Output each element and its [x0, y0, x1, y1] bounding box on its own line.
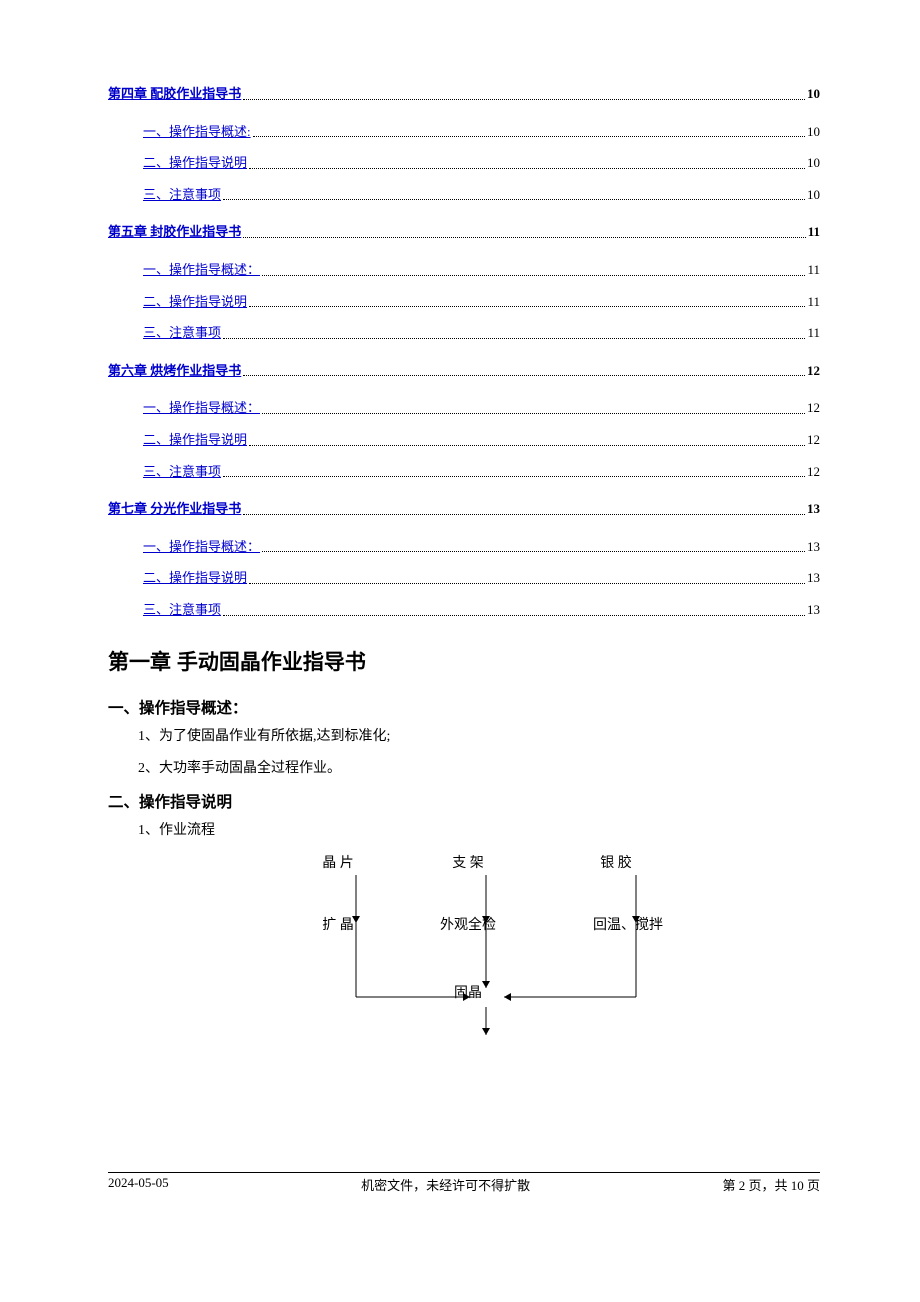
- toc-item-link[interactable]: 三、注意事项: [143, 602, 221, 618]
- toc-dots: [262, 551, 805, 552]
- toc-item-page: 11: [807, 262, 820, 278]
- toc-chapter-page: 11: [808, 224, 820, 240]
- toc-item-link[interactable]: 一、操作指导概述：: [143, 262, 260, 278]
- toc-item-page: 11: [807, 325, 820, 341]
- footer-date: 2024-05-05: [108, 1175, 169, 1194]
- footer-confidential: 机密文件，未经许可不得扩散: [361, 1175, 530, 1194]
- toc-item-link[interactable]: 二、操作指导说明: [143, 570, 247, 586]
- chapter-1-title: 第一章 手动固晶作业指导书: [108, 646, 820, 676]
- toc-item-page: 10: [807, 124, 820, 140]
- svg-text:固晶: 固晶: [454, 986, 482, 1001]
- toc-dots: [223, 338, 805, 339]
- section-2-paragraph-1: 1、作业流程: [108, 820, 820, 842]
- toc-chapter-row: 第六章 烘烤作业指导书 12: [108, 363, 820, 379]
- toc-item-link[interactable]: 一、操作指导概述：: [143, 400, 260, 416]
- toc-item-link[interactable]: 三、注意事项: [143, 464, 221, 480]
- toc-item-page: 11: [807, 294, 820, 310]
- toc-dots: [249, 583, 805, 584]
- toc-sub-items: 一、操作指导概述： 11 二、操作指导说明 11 三、注意事项 11: [108, 240, 820, 341]
- toc-item-row: 二、操作指导说明 11: [143, 294, 820, 310]
- footer-page-number: 第 2 页，共 10 页: [722, 1175, 820, 1194]
- toc-chapter-4: 第四章 配胶作业指导书 10 一、操作指导概述: 10 二、操作指导说明 10 …: [108, 86, 820, 202]
- toc-item-page: 12: [807, 464, 820, 480]
- toc-chapter-page: 13: [807, 501, 820, 517]
- toc-chapter-6: 第六章 烘烤作业指导书 12 一、操作指导概述： 12 二、操作指导说明 12 …: [108, 363, 820, 479]
- svg-text:银 胶: 银 胶: [600, 854, 632, 871]
- toc-item-link[interactable]: 二、操作指导说明: [143, 294, 247, 310]
- toc-dots: [223, 615, 805, 616]
- toc-item-row: 三、注意事项 11: [143, 325, 820, 341]
- section-1-title: 一、操作指导概述：: [108, 696, 820, 718]
- toc-item-link[interactable]: 三、注意事项: [143, 187, 221, 203]
- page-footer: 2024-05-05 机密文件，未经许可不得扩散 第 2 页，共 10 页: [108, 1172, 820, 1194]
- toc-sub-items: 一、操作指导概述: 10 二、操作指导说明 10 三、注意事项 10: [108, 102, 820, 203]
- toc-item-link[interactable]: 二、操作指导说明: [143, 432, 247, 448]
- toc-item-row: 二、操作指导说明 13: [143, 570, 820, 586]
- toc-chapter-row: 第七章 分光作业指导书 13: [108, 501, 820, 517]
- toc-chapter-link[interactable]: 第四章 配胶作业指导书: [108, 86, 241, 102]
- toc-item-row: 三、注意事项 12: [143, 464, 820, 480]
- toc-dots: [249, 445, 805, 446]
- toc-dots: [262, 413, 805, 414]
- toc-item-page: 13: [807, 602, 820, 618]
- toc-item-page: 10: [807, 155, 820, 171]
- toc-sub-items: 一、操作指导概述： 12 二、操作指导说明 12 三、注意事项 12: [108, 378, 820, 479]
- toc-item-link[interactable]: 二、操作指导说明: [143, 155, 247, 171]
- toc-item-row: 一、操作指导概述: 10: [143, 124, 820, 140]
- toc-dots: [253, 136, 805, 137]
- toc-chapter-5: 第五章 封胶作业指导书 11 一、操作指导概述： 11 二、操作指导说明 11 …: [108, 224, 820, 340]
- toc-sub-items: 一、操作指导概述： 13 二、操作指导说明 13 三、注意事项 13: [108, 517, 820, 618]
- flowchart-svg: 晶 片 支 架 银 胶扩 晶 外观全检 回温、搅拌固晶: [108, 849, 820, 1049]
- toc-chapter-7: 第七章 分光作业指导书 13 一、操作指导概述： 13 二、操作指导说明 13 …: [108, 501, 820, 617]
- toc-item-row: 一、操作指导概述： 12: [143, 400, 820, 416]
- svg-text:扩 晶: 扩 晶: [322, 917, 354, 933]
- toc-dots: [262, 275, 805, 276]
- toc-dots: [243, 514, 805, 515]
- section-1-paragraph-2: 2、大功率手动固晶全过程作业。: [108, 758, 820, 780]
- toc-item-link[interactable]: 三、注意事项: [143, 325, 221, 341]
- workflow-flowchart: 晶 片 支 架 银 胶扩 晶 外观全检 回温、搅拌固晶: [108, 849, 820, 1049]
- svg-text:回温、搅拌: 回温、搅拌: [593, 917, 663, 933]
- toc-item-row: 二、操作指导说明 12: [143, 432, 820, 448]
- svg-text:外观全检: 外观全检: [440, 916, 496, 933]
- toc-dots: [243, 99, 805, 100]
- toc-item-row: 三、注意事项 13: [143, 602, 820, 618]
- toc-item-row: 一、操作指导概述： 13: [143, 539, 820, 555]
- toc-chapter-row: 第五章 封胶作业指导书 11: [108, 224, 820, 240]
- toc-dots: [243, 237, 805, 238]
- toc-item-row: 二、操作指导说明 10: [143, 155, 820, 171]
- toc-chapter-page: 12: [807, 363, 820, 379]
- toc-dots: [243, 375, 805, 376]
- toc-item-page: 10: [807, 187, 820, 203]
- toc-chapter-link[interactable]: 第六章 烘烤作业指导书: [108, 363, 241, 379]
- svg-text:晶 片: 晶 片: [322, 855, 354, 871]
- toc-chapter-link[interactable]: 第七章 分光作业指导书: [108, 501, 241, 517]
- section-2-title: 二、操作指导说明: [108, 790, 820, 812]
- toc-item-row: 一、操作指导概述： 11: [143, 262, 820, 278]
- toc-dots: [223, 199, 805, 200]
- toc-dots: [249, 168, 805, 169]
- toc-item-link[interactable]: 一、操作指导概述:: [143, 124, 251, 140]
- svg-text:支 架: 支 架: [452, 855, 484, 871]
- toc-item-page: 12: [807, 400, 820, 416]
- toc-dots: [249, 306, 805, 307]
- toc-item-page: 12: [807, 432, 820, 448]
- section-1-paragraph-1: 1、为了使固晶作业有所依据,达到标准化;: [108, 726, 820, 748]
- toc-item-row: 三、注意事项 10: [143, 187, 820, 203]
- toc-chapter-row: 第四章 配胶作业指导书 10: [108, 86, 820, 102]
- toc-item-page: 13: [807, 570, 820, 586]
- toc-chapter-link[interactable]: 第五章 封胶作业指导书: [108, 224, 241, 240]
- toc-item-page: 13: [807, 539, 820, 555]
- toc-item-link[interactable]: 一、操作指导概述：: [143, 539, 260, 555]
- toc-dots: [223, 476, 805, 477]
- toc-chapter-page: 10: [807, 86, 820, 102]
